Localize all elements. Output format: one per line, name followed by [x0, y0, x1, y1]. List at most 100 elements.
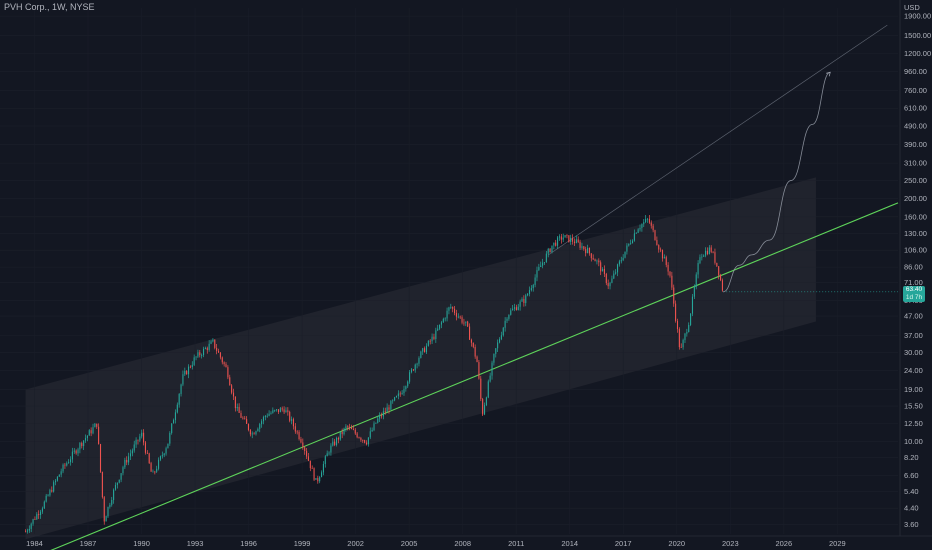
candle-body [534, 277, 536, 285]
y-tick-label: 15.50 [904, 402, 923, 411]
candle-body [491, 362, 493, 376]
candle-body [122, 467, 124, 474]
candle-body [663, 257, 665, 259]
candle-body [176, 404, 178, 413]
candle-body [313, 468, 315, 480]
candle-body [716, 262, 718, 267]
bar-countdown: 1d 7h [905, 294, 923, 301]
candle-body [30, 523, 32, 529]
candle-body [602, 269, 604, 272]
candle-body [701, 256, 703, 258]
candle-body [459, 316, 461, 318]
candle-body [669, 271, 671, 276]
candle-body [56, 476, 58, 481]
candle-body [673, 287, 675, 304]
candle-body [88, 430, 90, 436]
candle-body [71, 451, 73, 460]
candle-body [596, 260, 598, 262]
candle-body [708, 247, 710, 254]
candle-body [77, 449, 79, 454]
y-tick-label: 37.00 [904, 331, 923, 340]
candle-body [551, 245, 553, 253]
candle-body [680, 347, 682, 348]
candle-body [99, 444, 102, 472]
y-tick-label: 760.00 [904, 86, 927, 95]
candle-body [276, 409, 278, 411]
candle-body [588, 247, 590, 254]
candle-body [257, 428, 259, 432]
candle-body [214, 339, 216, 348]
candle-body [279, 408, 281, 413]
candle-body [600, 262, 602, 272]
candle-body [446, 310, 448, 319]
candle-body [697, 263, 699, 275]
candle-body [540, 265, 542, 267]
candle-body [174, 412, 176, 421]
candle-body [382, 411, 384, 417]
candle-body [129, 453, 132, 457]
candle-body [154, 471, 156, 473]
candle-body [264, 416, 266, 418]
candle-body [489, 375, 491, 382]
candle-body [422, 348, 424, 352]
candle-body [442, 318, 444, 323]
candle-body [667, 264, 669, 272]
candle-body [405, 386, 407, 390]
candle-body [720, 275, 722, 281]
candle-body [564, 235, 566, 238]
y-tick-label: 6.60 [904, 471, 919, 480]
candle-body [676, 320, 679, 330]
candle-body [478, 362, 480, 379]
candle-body [113, 489, 115, 500]
candle-body [300, 438, 302, 443]
candle-body [508, 314, 510, 319]
candle-body [345, 426, 347, 429]
candle-body [159, 456, 161, 460]
candle-body [579, 242, 581, 248]
y-tick-label: 12.50 [904, 419, 923, 428]
candle-body [53, 482, 55, 492]
y-tick-label: 250.00 [904, 176, 927, 185]
candle-body [562, 237, 564, 240]
candle-body [587, 247, 589, 254]
candle-body [665, 257, 667, 265]
candle-body [270, 412, 272, 414]
y-tick-label: 24.00 [904, 366, 923, 375]
candle-body [691, 296, 694, 314]
y-tick-label: 4.40 [904, 504, 919, 513]
candle-body [660, 249, 662, 251]
candle-body [298, 431, 300, 439]
price-axis[interactable]: 1900.00 1500.00 1200.00 960.00 760.00 610.00 4… [904, 3, 931, 529]
candle-body [557, 237, 559, 246]
candle-body [560, 236, 562, 240]
candle-body [693, 287, 695, 297]
time-axis[interactable]: 1984 1987 1990 1993 1996 1999 2002 2005 2008 2011… [26, 539, 846, 548]
candle-body [274, 410, 276, 411]
trendlines [50, 24, 899, 550]
candle-body [167, 443, 169, 449]
candle-body [637, 229, 639, 233]
candle-body [605, 273, 607, 284]
candle-body [330, 445, 332, 453]
candle-body [128, 456, 130, 463]
candle-body [369, 431, 371, 438]
currency-label: USD [904, 3, 920, 12]
candle-body [223, 362, 225, 365]
candle-body [266, 415, 268, 417]
candle-body [334, 441, 336, 445]
x-tick-label: 2026 [775, 539, 792, 548]
candle-body [648, 218, 650, 223]
candle-body [545, 253, 547, 263]
candle-body [75, 450, 77, 454]
candle-body [630, 243, 632, 244]
y-tick-label: 106.00 [904, 246, 927, 255]
candle-body [495, 348, 497, 354]
candle-body [146, 452, 148, 454]
candle-body [682, 340, 684, 348]
candle-body [259, 424, 261, 429]
candle-body [64, 464, 66, 466]
candle-body [197, 352, 199, 357]
candle-body [384, 411, 386, 413]
candle-body [116, 482, 118, 485]
